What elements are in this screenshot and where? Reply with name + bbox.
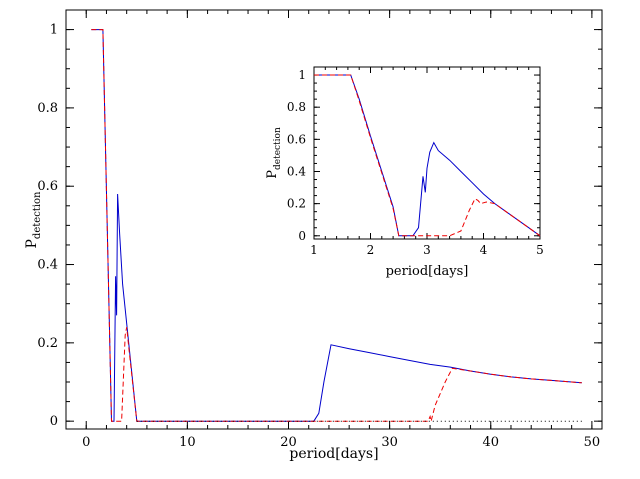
- inset-plot-background: [314, 67, 540, 239]
- svg-text:Pdetection: Pdetection: [24, 191, 43, 249]
- inset-x-tick-label: 3: [423, 243, 431, 257]
- main-x-tick-label: 30: [381, 435, 398, 450]
- main-plot-frame: [65, 9, 603, 430]
- inset-x-axis-label: period[days]: [386, 264, 469, 279]
- main-series-dashed: [91, 29, 582, 422]
- inset-series-dashed: [314, 74, 541, 237]
- inset-y-tick-label: 0.6: [287, 132, 306, 146]
- inset-y-axis-label: Pdetection: [265, 127, 283, 179]
- main-x-tick-label: 10: [179, 435, 196, 450]
- svg-text:Pdetection: Pdetection: [265, 127, 283, 179]
- inset-plot: 1 2 3 4 5 0 0.2 0.4 0.6 0.8 1 period[days] Pdetect…: [265, 66, 544, 279]
- main-series-solid: [91, 29, 582, 422]
- main-y-tick-label: 0: [50, 414, 58, 429]
- main-x-tick-label: 0: [82, 435, 90, 450]
- main-y-tick-label: 0.8: [37, 101, 58, 116]
- main-x-tick-label: 50: [584, 435, 601, 450]
- main-x-axis-label: period[days]: [289, 446, 378, 462]
- inset-y-tick-label: 0: [298, 229, 306, 243]
- inset-x-tick-label: 1: [310, 243, 318, 257]
- inset-y-tick-label: 0.8: [287, 100, 306, 114]
- inset-y-tick-label: 1: [298, 68, 306, 82]
- inset-x-tick-label: 2: [367, 243, 375, 257]
- main-y-axis-label: Pdetection: [24, 191, 43, 249]
- main-y-tick-label: 0.4: [37, 258, 58, 273]
- inset-y-tick-label: 0.2: [287, 197, 306, 211]
- main-y-axis-label-main: P: [24, 239, 40, 248]
- main-y-axis-label-sub: detection: [32, 191, 43, 239]
- main-series: [91, 29, 582, 422]
- inset-y-axis-label-sub: detection: [273, 127, 283, 170]
- inset-series: [314, 74, 541, 237]
- inset-y-axis-label-main: P: [265, 170, 280, 179]
- inset-y-tick-label: 0.4: [287, 164, 306, 178]
- main-y-tick-label: 0.6: [37, 179, 58, 194]
- main-x-tick-label: 20: [280, 435, 297, 450]
- main-y-tick-label: 0.2: [37, 336, 58, 351]
- inset-x-tick-label: 4: [480, 243, 488, 257]
- inset-x-tick-label: 5: [536, 243, 544, 257]
- inset-ticks: 1 2 3 4 5 0 0.2 0.4 0.6 0.8 1: [287, 67, 544, 257]
- main-y-tick-label: 1: [50, 23, 58, 38]
- main-x-tick-label: 40: [482, 435, 499, 450]
